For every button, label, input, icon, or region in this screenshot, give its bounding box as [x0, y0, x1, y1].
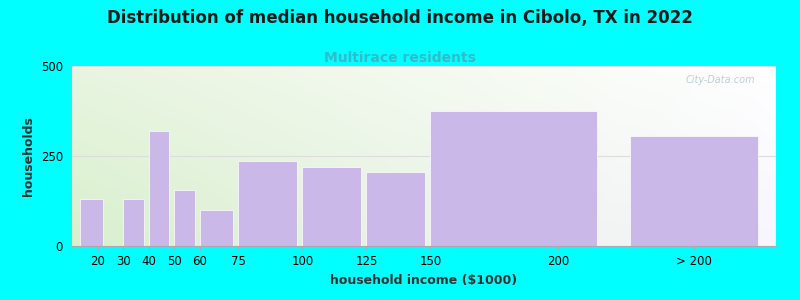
Bar [80, 199, 102, 246]
Text: Multirace residents: Multirace residents [324, 51, 476, 65]
Bar [174, 190, 195, 246]
Bar [366, 172, 426, 246]
Bar [630, 136, 758, 246]
Bar [123, 199, 144, 246]
Bar [200, 210, 234, 246]
Bar [430, 111, 597, 246]
Text: Distribution of median household income in Cibolo, TX in 2022: Distribution of median household income … [107, 9, 693, 27]
Bar [149, 131, 170, 246]
X-axis label: household income ($1000): household income ($1000) [330, 274, 518, 286]
Bar [238, 161, 298, 246]
Text: City-Data.com: City-Data.com [686, 75, 755, 85]
Y-axis label: households: households [22, 116, 35, 196]
Bar [302, 167, 362, 246]
